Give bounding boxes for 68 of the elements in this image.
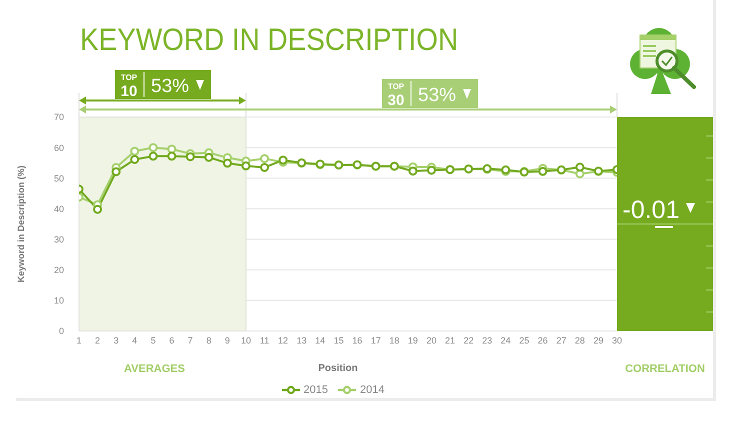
x-tick-label: 25 (519, 335, 530, 346)
y-tick-label: 30 (54, 234, 64, 244)
legend-label: 2015 (304, 384, 328, 396)
x-tick-label: 2 (95, 335, 100, 346)
point (130, 154, 140, 164)
x-tick-label: 27 (556, 335, 566, 346)
x-tick-label: 30 (612, 335, 622, 346)
x-tick-label: 12 (278, 335, 288, 346)
band-label: AVERAGES (124, 363, 185, 375)
point (167, 144, 176, 154)
point (130, 146, 140, 156)
point (222, 158, 232, 168)
x-tick-label: 16 (352, 335, 362, 346)
x-tick-label: 11 (260, 335, 270, 346)
text: CORRELATION (625, 363, 705, 375)
x-tick-label: 19 (408, 335, 418, 346)
y-tick-label: 60 (54, 142, 64, 153)
point (241, 161, 250, 170)
x-tick-label: 8 (206, 335, 212, 346)
x-tick-label: 21 (445, 335, 456, 346)
x-tick-label: 29 (593, 335, 604, 346)
x-tick-label: 3 (114, 335, 119, 346)
text: 53% (151, 76, 190, 97)
y-axis-title: Keyword in Description (%) (16, 165, 26, 283)
chart-title: KEYWORD IN DESCRIPTION (80, 22, 458, 58)
y-tick-label: 70 (54, 112, 64, 122)
x-tick-label: 14 (315, 335, 326, 346)
x-tick-label: 15 (334, 335, 344, 346)
x-tick-label: 17 (370, 335, 381, 346)
x-tick-label: 9 (224, 335, 230, 346)
x-tick-label: 23 (482, 335, 492, 346)
x-tick-label: 24 (500, 335, 511, 346)
point (93, 204, 102, 214)
point (426, 166, 436, 175)
y-tick-label: 40 (54, 204, 64, 214)
point (260, 154, 270, 164)
legend-label: 2014 (360, 384, 384, 396)
point (148, 152, 158, 161)
point (112, 167, 121, 176)
x-tick-label: 13 (296, 335, 307, 346)
text: 53% (418, 85, 456, 106)
x-tick-label: 22 (464, 335, 474, 346)
x-tick-label: 18 (389, 335, 400, 346)
y-tick-label: 10 (54, 296, 64, 306)
x-tick-label: 5 (150, 335, 156, 346)
point (204, 152, 214, 162)
x-tick-label: 26 (538, 335, 548, 346)
point (575, 162, 584, 172)
y-tick-label: 50 (54, 173, 64, 184)
point (408, 166, 418, 176)
x-tick-label: 28 (574, 335, 585, 346)
point (260, 162, 270, 172)
y-tick-label: 20 (54, 265, 64, 276)
x-tick-label: 1 (76, 335, 82, 346)
text: TOP 30 (388, 82, 405, 109)
x-tick-label: 10 (240, 335, 251, 346)
x-tick-label: 7 (188, 335, 193, 346)
x-tick-label: 4 (132, 335, 138, 346)
x-tick-label: 20 (426, 335, 436, 346)
point (538, 166, 548, 176)
text: TOP 10 (120, 73, 138, 100)
x-axis-title: Position (318, 363, 358, 374)
text: -0.01 (622, 196, 680, 224)
y-tick-label: 0 (58, 326, 64, 336)
x-tick-label: 6 (169, 335, 174, 346)
point (167, 152, 176, 161)
point (148, 143, 158, 152)
point (186, 152, 195, 162)
